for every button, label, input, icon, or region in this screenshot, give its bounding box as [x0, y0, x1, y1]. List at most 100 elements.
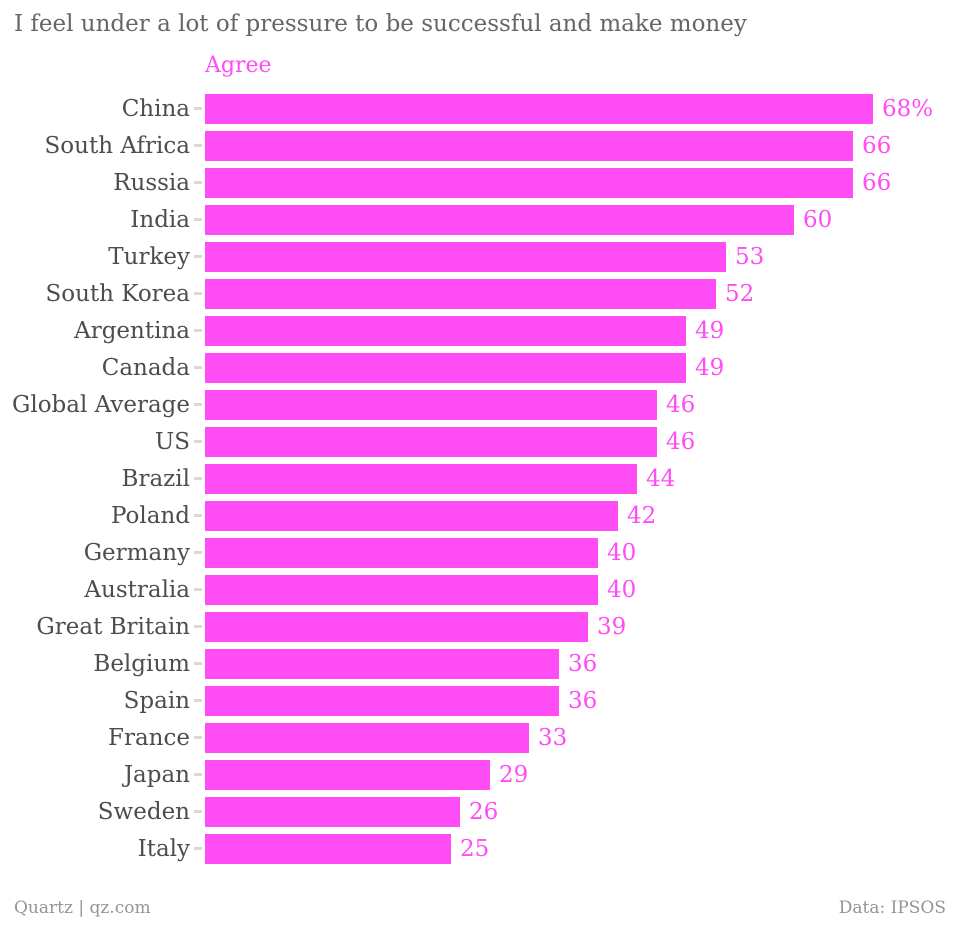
bar-row: South Africa 66	[0, 127, 960, 164]
bar	[205, 537, 598, 568]
bar-row: Argentina 49	[0, 312, 960, 349]
axis-tick	[194, 218, 202, 221]
axis-tick	[194, 551, 202, 554]
bar-row: Great Britain 39	[0, 608, 960, 645]
chart-title: I feel under a lot of pressure to be suc…	[14, 11, 747, 37]
bar	[205, 389, 657, 420]
bar-row: Brazil 44	[0, 460, 960, 497]
country-label: India	[130, 206, 190, 233]
country-label: Italy	[137, 835, 190, 862]
value-label: 60	[803, 206, 833, 233]
value-label: 49	[695, 317, 725, 344]
axis-tick	[194, 773, 202, 776]
bar-row: US 46	[0, 423, 960, 460]
country-label: Australia	[84, 576, 190, 603]
country-label: Canada	[101, 354, 190, 381]
value-label: 36	[568, 650, 598, 677]
country-label: Global Average	[11, 391, 190, 418]
bar-row: France 33	[0, 719, 960, 756]
bar-row: Global Average 46	[0, 386, 960, 423]
bar	[205, 426, 657, 457]
country-label: Sweden	[97, 798, 190, 825]
bar-row: Canada 49	[0, 349, 960, 386]
value-label: 49	[695, 354, 725, 381]
bar-row: Sweden 26	[0, 793, 960, 830]
value-label: 68%	[882, 95, 934, 122]
value-label: 66	[862, 169, 892, 196]
credit-text: Quartz | qz.com	[14, 898, 151, 918]
value-label: 42	[627, 502, 657, 529]
axis-tick	[194, 181, 202, 184]
axis-tick	[194, 255, 202, 258]
bar	[205, 278, 716, 309]
axis-tick	[194, 440, 202, 443]
bar	[205, 167, 853, 198]
axis-tick	[194, 736, 202, 739]
value-label: 53	[735, 243, 765, 270]
country-label: Japan	[123, 761, 190, 788]
value-label: 66	[862, 132, 892, 159]
value-label: 52	[725, 280, 755, 307]
bar	[205, 241, 726, 272]
bar	[205, 685, 559, 716]
axis-tick	[194, 662, 202, 665]
axis-tick	[194, 810, 202, 813]
country-label: Brazil	[121, 465, 190, 492]
value-label: 46	[666, 428, 696, 455]
bar-row: Australia 40	[0, 571, 960, 608]
bar-row: Germany 40	[0, 534, 960, 571]
country-label: China	[121, 95, 190, 122]
bar-row: Japan 29	[0, 756, 960, 793]
axis-tick	[194, 477, 202, 480]
country-label: Spain	[123, 687, 190, 714]
source-text: Data: IPSOS	[838, 898, 946, 918]
value-label: 44	[646, 465, 676, 492]
bar	[205, 648, 559, 679]
bar-row: India 60	[0, 201, 960, 238]
country-label: South Korea	[45, 280, 190, 307]
bar-row: China 68%	[0, 90, 960, 127]
value-label: 46	[666, 391, 696, 418]
footer: Quartz | qz.com Data: IPSOS	[14, 898, 946, 918]
bar	[205, 759, 490, 790]
value-label: 39	[597, 613, 627, 640]
value-label: 36	[568, 687, 598, 714]
axis-tick	[194, 366, 202, 369]
value-label: 40	[607, 576, 637, 603]
country-label: Belgium	[93, 650, 190, 677]
country-label: Turkey	[108, 243, 190, 270]
bar	[205, 315, 686, 346]
country-label: South Africa	[44, 132, 190, 159]
bar-row: South Korea 52	[0, 275, 960, 312]
value-label: 40	[607, 539, 637, 566]
bar	[205, 796, 460, 827]
bar-row: Russia 66	[0, 164, 960, 201]
country-label: Poland	[111, 502, 190, 529]
bar	[205, 722, 529, 753]
axis-tick	[194, 144, 202, 147]
axis-tick	[194, 107, 202, 110]
bar-row: Turkey 53	[0, 238, 960, 275]
country-label: Argentina	[74, 317, 190, 344]
axis-tick	[194, 514, 202, 517]
axis-tick	[194, 847, 202, 850]
bar	[205, 352, 686, 383]
value-label: 33	[538, 724, 568, 751]
country-label: US	[154, 428, 190, 455]
bar-row: Spain 36	[0, 682, 960, 719]
axis-tick	[194, 625, 202, 628]
country-label: Russia	[113, 169, 190, 196]
country-label: France	[108, 724, 190, 751]
country-label: Great Britain	[36, 613, 190, 640]
bar	[205, 611, 588, 642]
bar	[205, 500, 618, 531]
value-label: 25	[460, 835, 490, 862]
legend-label-agree: Agree	[205, 53, 272, 78]
bar-row: Belgium 36	[0, 645, 960, 682]
bar-row: Poland 42	[0, 497, 960, 534]
country-label: Germany	[83, 539, 190, 566]
bar-row: Italy 25	[0, 830, 960, 867]
bar	[205, 574, 598, 605]
bar	[205, 833, 451, 864]
